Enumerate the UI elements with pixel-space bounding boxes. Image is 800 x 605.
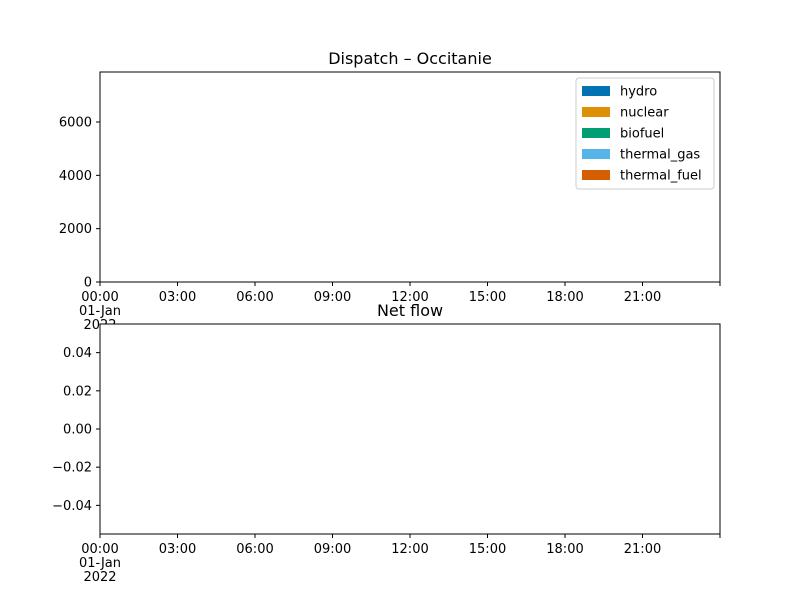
dispatch-plot-frame bbox=[99, 71, 721, 283]
net-flow-x-tick: 06:00 bbox=[236, 534, 274, 557]
dispatch-x-tick-label: 18:00 bbox=[546, 290, 583, 305]
net-flow-x-tick-label: 00:00 bbox=[81, 542, 118, 557]
net-flow-chart-title: Net flow bbox=[377, 301, 443, 320]
net-flow-y-tick-label: 0.00 bbox=[63, 423, 92, 438]
net-flow-y-tick-label: 0.02 bbox=[63, 384, 92, 399]
net-flow-x-tick-label: 06:00 bbox=[236, 542, 273, 557]
dispatch-x-tick: 06:00 bbox=[236, 282, 274, 305]
net-flow-x-tick-label: 03:00 bbox=[159, 542, 196, 557]
dispatch-x-tick-label: 01-Jan bbox=[79, 304, 121, 319]
dispatch-x-tick: 12:00 bbox=[391, 282, 429, 305]
legend-swatch bbox=[582, 86, 610, 96]
net-flow-x-tick-label: 12:00 bbox=[391, 542, 428, 557]
net-flow-x-tick-label: 09:00 bbox=[314, 542, 351, 557]
legend-swatch bbox=[582, 149, 610, 159]
dispatch-x-tick: 03:00 bbox=[159, 282, 196, 305]
dispatch-x-tick-label: 03:00 bbox=[159, 290, 196, 305]
net-flow-x-tick-label: 2022 bbox=[83, 570, 116, 585]
dispatch-y-tick-label: 2000 bbox=[59, 222, 92, 237]
net-flow-y-tick: −0.04 bbox=[52, 499, 100, 514]
legend-entry: biofuel bbox=[582, 127, 664, 142]
dispatch-x-tick-label: 21:00 bbox=[624, 290, 661, 305]
dispatch-y-tick: 2000 bbox=[59, 222, 100, 237]
dispatch-x-tick: 15:00 bbox=[469, 282, 506, 305]
dispatch-y-axis: 0 2000 4000 6000 bbox=[59, 116, 100, 291]
net-flow-y-tick: 0.04 bbox=[63, 346, 100, 361]
net-flow-chart: Net flow −0.04−0.020.000.020.04 00:0001-… bbox=[52, 301, 721, 585]
net-flow-x-tick: 12:00 bbox=[391, 534, 429, 557]
dispatch-x-tick-label: 12:00 bbox=[391, 290, 428, 305]
net-flow-x-tick: 09:00 bbox=[314, 534, 351, 557]
dispatch-x-tick-label: 00:00 bbox=[81, 290, 118, 305]
dispatch-y-tick-label: 4000 bbox=[59, 169, 92, 184]
legend-label: thermal_gas bbox=[620, 148, 700, 163]
net-flow-y-tick: −0.02 bbox=[52, 461, 100, 476]
net-flow-x-tick-label: 21:00 bbox=[624, 542, 661, 557]
net-flow-x-tick-label: 18:00 bbox=[546, 542, 583, 557]
dispatch-y-tick: 0 bbox=[84, 276, 100, 291]
net-flow-plot-background bbox=[100, 324, 720, 534]
legend-entry: thermal_gas bbox=[582, 148, 700, 163]
net-flow-x-tick: 21:00 bbox=[624, 534, 661, 557]
legend-label: nuclear bbox=[620, 106, 669, 121]
dispatch-y-tick-label: 6000 bbox=[59, 116, 92, 131]
net-flow-y-tick: 0.00 bbox=[63, 423, 100, 438]
legend-label: thermal_fuel bbox=[620, 169, 702, 184]
dispatch-chart-title: Dispatch – Occitanie bbox=[328, 49, 492, 68]
net-flow-plot-frame bbox=[99, 323, 721, 535]
legend-swatch bbox=[582, 170, 610, 180]
net-flow-y-tick-label: −0.04 bbox=[52, 499, 92, 514]
dispatch-y-tick: 4000 bbox=[59, 169, 100, 184]
net-flow-y-tick-label: −0.02 bbox=[52, 461, 92, 476]
dispatch-x-tick-label: 06:00 bbox=[236, 290, 273, 305]
net-flow-y-tick-label: 0.04 bbox=[63, 346, 92, 361]
legend-swatch bbox=[582, 107, 610, 117]
legend-entry: nuclear bbox=[582, 106, 669, 121]
dispatch-legend: hydro nuclear biofuel thermal_gas thermal_fu… bbox=[575, 77, 715, 190]
dispatch-x-tick: 09:00 bbox=[314, 282, 351, 305]
dispatch-x-tick-label: 15:00 bbox=[469, 290, 506, 305]
dispatch-y-tick: 6000 bbox=[59, 116, 100, 131]
net-flow-x-tick: 15:00 bbox=[469, 534, 506, 557]
dispatch-y-tick-label: 0 bbox=[84, 276, 92, 291]
dispatch-x-tick-label: 09:00 bbox=[314, 290, 351, 305]
net-flow-x-tick: 18:00 bbox=[546, 534, 584, 557]
legend-entry: hydro bbox=[582, 85, 657, 100]
net-flow-x-tick-label: 01-Jan bbox=[79, 556, 121, 571]
legend-frame bbox=[575, 77, 715, 190]
net-flow-x-tick: 03:00 bbox=[159, 534, 196, 557]
net-flow-y-tick: 0.02 bbox=[63, 384, 100, 399]
legend-label: biofuel bbox=[620, 127, 664, 142]
legend-label: hydro bbox=[620, 85, 657, 100]
dispatch-x-tick: 18:00 bbox=[546, 282, 584, 305]
dispatch-chart: Dispatch – Occitanie 0 2000 4000 6000 00:00… bbox=[59, 49, 721, 333]
net-flow-y-axis: −0.04 −0.02 0.00 0.02 0.04 bbox=[52, 346, 100, 514]
legend-swatch bbox=[582, 128, 610, 138]
dispatch-x-tick: 21:00 bbox=[624, 282, 661, 305]
legend-entry: thermal_fuel bbox=[582, 169, 702, 184]
net-flow-x-tick-label: 15:00 bbox=[469, 542, 506, 557]
